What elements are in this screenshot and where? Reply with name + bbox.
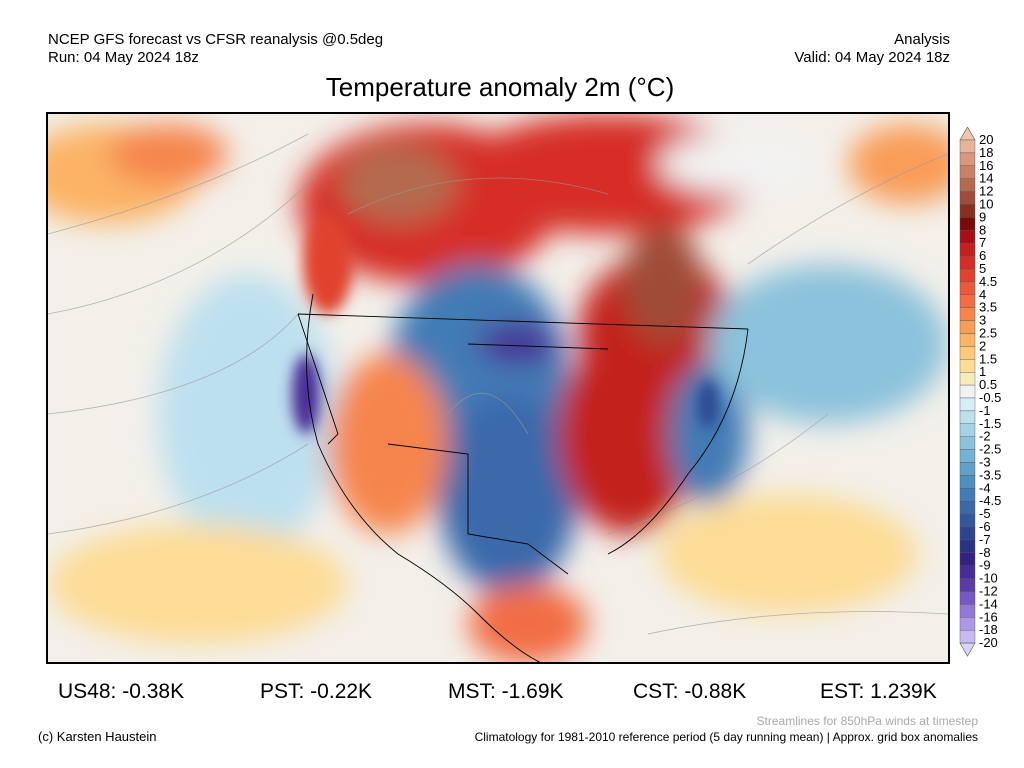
- colorbar-band: [959, 539, 976, 553]
- colorbar-tick-label: 1.5: [979, 351, 997, 366]
- temperature-anomaly-map: [46, 112, 950, 664]
- stat-mst: MST: -1.69K: [448, 680, 564, 703]
- colorbar-tick-label: 5: [979, 261, 986, 276]
- colorbar-band: [959, 191, 976, 205]
- colorbar-band: [959, 384, 976, 399]
- colorbar-band: [959, 462, 976, 476]
- model-description: NCEP GFS forecast vs CFSR reanalysis @0.…: [48, 31, 384, 48]
- colorbar-band: [959, 488, 976, 502]
- colorbar-tick-label: 20: [979, 132, 993, 147]
- colorbar-top-arrow: [959, 127, 976, 141]
- colorbar-tick-label: -3.5: [979, 467, 1001, 482]
- colorbar-tick-label: -2.5: [979, 442, 1001, 457]
- colorbar: 201816141210987654.543.532.521.510.5-0.5…: [959, 127, 1001, 657]
- colorbar-tick-label: -2: [979, 429, 991, 444]
- colorbar-bottom-arrow: [959, 642, 976, 657]
- colorbar-tick-label: 10: [979, 197, 993, 212]
- colorbar-tick-label: 14: [979, 171, 993, 186]
- colorbar-tick-label: -4.5: [979, 493, 1001, 508]
- colorbar-band: [959, 526, 976, 541]
- climatology-note: Climatology for 1981-2010 reference peri…: [474, 730, 978, 744]
- analysis-label: Analysis: [894, 31, 950, 48]
- colorbar-tick-label: -9: [979, 558, 991, 573]
- colorbar-tick-label: 2: [979, 338, 986, 353]
- colorbar-band: [959, 165, 976, 179]
- colorbar-band: [959, 359, 976, 373]
- colorbar-tick-label: -16: [979, 609, 998, 624]
- colorbar-band: [959, 410, 976, 424]
- streamlines-note: Streamlines for 850hPa winds at timestep: [756, 714, 978, 728]
- colorbar-band: [959, 204, 976, 218]
- colorbar-band: [959, 371, 976, 386]
- colorbar-band: [959, 449, 976, 463]
- colorbar-tick-label: 12: [979, 184, 993, 199]
- colorbar-tick-label: 3: [979, 313, 986, 328]
- anomaly-field: [48, 114, 948, 662]
- colorbar-band: [959, 552, 976, 566]
- colorbar-band: [959, 255, 976, 270]
- colorbar-tick-label: -4: [979, 480, 991, 495]
- colorbar-band: [959, 617, 976, 631]
- colorbar-tick-label: 4: [979, 287, 986, 302]
- colorbar-band: [959, 475, 976, 489]
- stat-us48: US48: -0.38K: [58, 680, 185, 703]
- colorbar-tick-label: -10: [979, 571, 998, 586]
- colorbar-band: [959, 320, 976, 334]
- colorbar-band: [959, 346, 976, 360]
- colorbar-tick-label: -8: [979, 545, 991, 560]
- page-title: Temperature anomaly 2m (°C): [325, 72, 675, 102]
- colorbar-band: [959, 604, 976, 618]
- colorbar-band: [959, 630, 976, 644]
- colorbar-band: [959, 268, 976, 283]
- stat-est: EST: 1.239K: [820, 680, 937, 703]
- colorbar-band: [959, 242, 976, 257]
- colorbar-band: [959, 501, 976, 515]
- colorbar-tick-label: -14: [979, 596, 998, 611]
- stat-cst: CST: -0.88K: [633, 680, 747, 703]
- colorbar-tick-label: -6: [979, 519, 991, 534]
- colorbar-tick-label: 6: [979, 248, 986, 263]
- colorbar-tick-label: -3: [979, 455, 991, 470]
- colorbar-tick-label: 4.5: [979, 274, 997, 289]
- colorbar-band: [959, 436, 976, 450]
- colorbar-band: [959, 578, 976, 592]
- colorbar-tick-label: -7: [979, 532, 991, 547]
- colorbar-tick-label: -0.5: [979, 390, 1001, 405]
- colorbar-band: [959, 152, 976, 166]
- colorbar-band: [959, 139, 976, 154]
- colorbar-tick-label: 2.5: [979, 326, 997, 341]
- colorbar-band: [959, 281, 976, 295]
- colorbar-band: [959, 591, 976, 605]
- valid-time: Valid: 04 May 2024 18z: [794, 49, 950, 66]
- colorbar-band: [959, 423, 976, 437]
- colorbar-tick-label: 1: [979, 364, 986, 379]
- copyright: (c) Karsten Haustein: [38, 729, 157, 744]
- colorbar-tick-label: -1: [979, 403, 991, 418]
- colorbar-tick-label: -5: [979, 506, 991, 521]
- colorbar-band: [959, 513, 976, 528]
- run-time: Run: 04 May 2024 18z: [48, 49, 199, 66]
- colorbar-tick-label: 9: [979, 209, 986, 224]
- colorbar-tick-label: 0.5: [979, 377, 997, 392]
- colorbar-tick-label: 18: [979, 145, 993, 160]
- colorbar-tick-label: -20: [979, 635, 998, 650]
- colorbar-band: [959, 217, 976, 231]
- colorbar-band: [959, 307, 976, 321]
- colorbar-tick-label: 16: [979, 158, 993, 173]
- colorbar-tick-label: -1.5: [979, 416, 1001, 431]
- colorbar-band: [959, 397, 976, 412]
- colorbar-tick-label: -12: [979, 584, 998, 599]
- colorbar-tick-label: 7: [979, 235, 986, 250]
- colorbar-tick-label: 3.5: [979, 300, 997, 315]
- colorbar-tick-label: 8: [979, 222, 986, 237]
- streamlines: [48, 133, 948, 635]
- colorbar-band: [959, 178, 976, 192]
- colorbar-band: [959, 333, 976, 347]
- colorbar-band: [959, 230, 976, 244]
- colorbar-tick-label: -18: [979, 622, 998, 637]
- colorbar-band: [959, 565, 976, 579]
- political-borders: [297, 293, 749, 662]
- stat-pst: PST: -0.22K: [260, 680, 373, 703]
- colorbar-band: [959, 294, 976, 308]
